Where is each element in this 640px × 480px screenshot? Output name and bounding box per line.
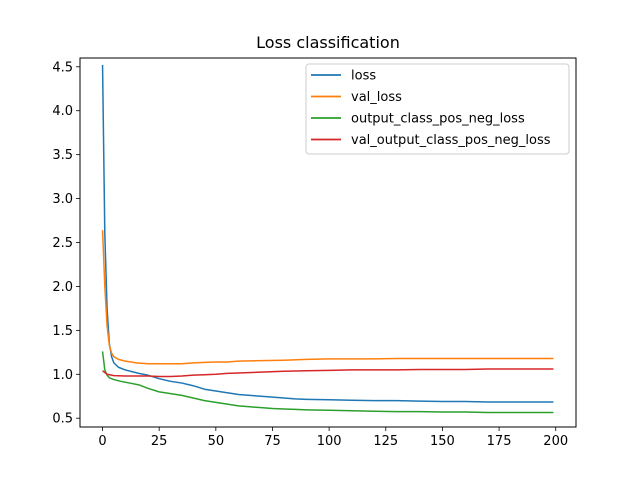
series-line-loss <box>101 65 554 403</box>
legend-label: loss <box>351 69 376 84</box>
series-line-output-class-pos-neg-loss <box>101 351 554 414</box>
legend-label: val_loss <box>351 90 402 105</box>
y-tick-label: 3.5 <box>52 148 73 163</box>
x-tick-label: 125 <box>373 434 398 449</box>
legend-label: output_class_pos_neg_loss <box>351 112 525 127</box>
legend: loss val_loss output_class_pos_neg_lossval… <box>305 63 570 155</box>
x-tick-label: 0 <box>98 434 106 449</box>
plot-frame <box>79 57 577 428</box>
y-tick-label: 1.5 <box>52 324 73 339</box>
x-tick-label: 25 <box>151 434 168 449</box>
x-tick-label: 150 <box>430 434 455 449</box>
series-line-val-output-class-pos-neg-loss <box>102 368 554 378</box>
y-tick-label: 0.5 <box>52 412 73 427</box>
y-tick-label: 2.0 <box>52 280 73 295</box>
x-tick-label: 100 <box>317 434 342 449</box>
series-line-val-loss <box>101 230 554 365</box>
y-tick-label: 4.0 <box>52 104 73 119</box>
y-tick-label: 2.5 <box>52 236 73 251</box>
legend-box <box>305 63 570 155</box>
x-tick-label: 75 <box>264 434 281 449</box>
x-axis-ticks: 0 25 50 75 100 125 150 175 200 <box>98 427 568 449</box>
legend-label: val_output_class_pos_neg_loss <box>351 133 551 148</box>
x-tick-label: 200 <box>543 434 568 449</box>
y-tick-label: 1.0 <box>52 368 73 383</box>
y-tick-label: 4.5 <box>52 60 73 75</box>
x-tick-label: 50 <box>208 434 225 449</box>
x-tick-label: 175 <box>487 434 512 449</box>
chart-title: Loss classification <box>256 33 400 52</box>
y-tick-label: 3.0 <box>52 192 73 207</box>
plot-lines <box>101 65 554 414</box>
y-axis-ticks: 0.5 1.0 1.5 2.0 2.5 3.0 3.5 4.0 4.5 <box>52 60 80 427</box>
